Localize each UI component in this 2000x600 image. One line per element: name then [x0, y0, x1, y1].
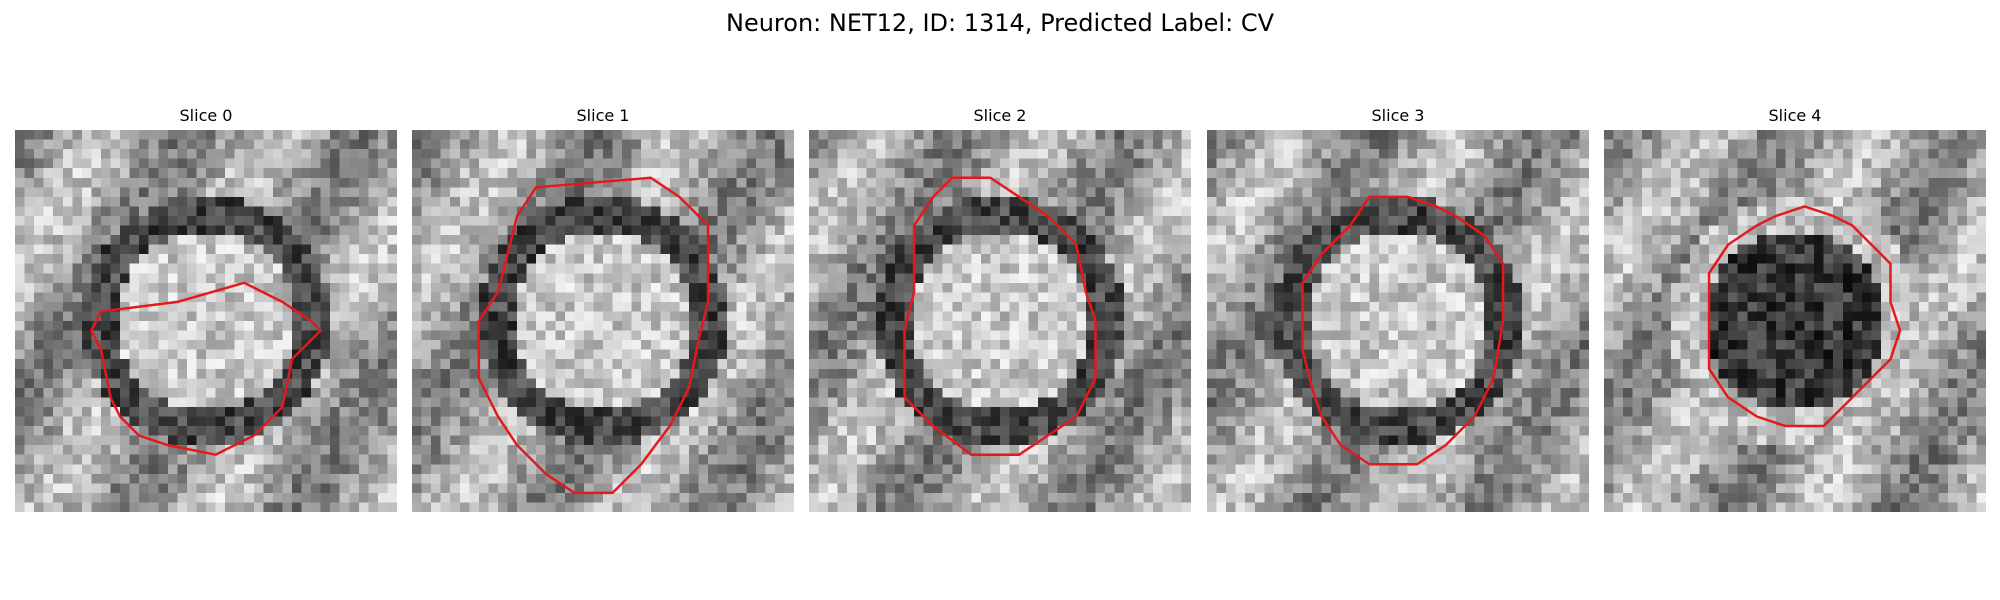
slice-title: Slice 1	[576, 106, 630, 125]
slice-pixels	[1207, 130, 1589, 512]
slice-pixels	[809, 130, 1191, 512]
segmentation-contour	[1707, 205, 1902, 428]
segmentation-contour	[477, 176, 710, 495]
slice-title: Slice 4	[1768, 106, 1822, 125]
slice-panel-3: Slice 3	[1207, 106, 1589, 512]
slice-panel-4: Slice 4	[1604, 106, 1986, 512]
slice-image	[1207, 130, 1589, 512]
segmentation-contour	[903, 176, 1097, 456]
slice-image	[412, 130, 794, 512]
slice-image	[15, 130, 397, 512]
slice-image	[809, 130, 1191, 512]
slice-image	[1604, 130, 1986, 512]
slice-title: Slice 0	[179, 106, 233, 125]
segmentation-contour	[1301, 195, 1505, 466]
slice-panel-1: Slice 1	[412, 106, 794, 512]
slice-panel-0: Slice 0	[15, 106, 397, 512]
figure-title: Neuron: NET12, ID: 1314, Predicted Label…	[726, 9, 1274, 37]
slice-title: Slice 3	[1371, 106, 1425, 125]
slice-title: Slice 2	[973, 106, 1027, 125]
slice-pixels	[15, 130, 397, 512]
slice-panel-2: Slice 2	[809, 106, 1191, 512]
slice-pixels	[412, 130, 794, 512]
slice-pixels	[1604, 130, 1986, 512]
segmentation-contour	[90, 281, 322, 456]
